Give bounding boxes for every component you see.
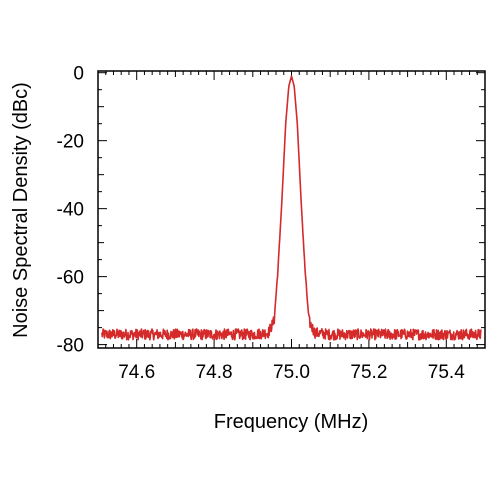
y-tick-label: -60 bbox=[57, 268, 84, 289]
x-tick-label: 74.6 bbox=[118, 362, 155, 383]
y-tick-label: 0 bbox=[73, 64, 84, 85]
x-tick-label: 75.4 bbox=[428, 362, 465, 383]
y-tick-label: -80 bbox=[57, 336, 84, 357]
series-line bbox=[101, 75, 482, 341]
plot-frame bbox=[97, 70, 486, 349]
x-tick-label: 74.8 bbox=[196, 362, 233, 383]
x-tick-label: 75.2 bbox=[350, 362, 387, 383]
x-tick-label: 75.0 bbox=[273, 362, 310, 383]
x-axis-title: Frequency (MHz) bbox=[214, 411, 368, 433]
y-tick-label: -20 bbox=[57, 132, 84, 153]
y-tick-label: -40 bbox=[57, 200, 84, 221]
y-axis-title: Noise Spectral Density (dBc) bbox=[10, 82, 32, 338]
